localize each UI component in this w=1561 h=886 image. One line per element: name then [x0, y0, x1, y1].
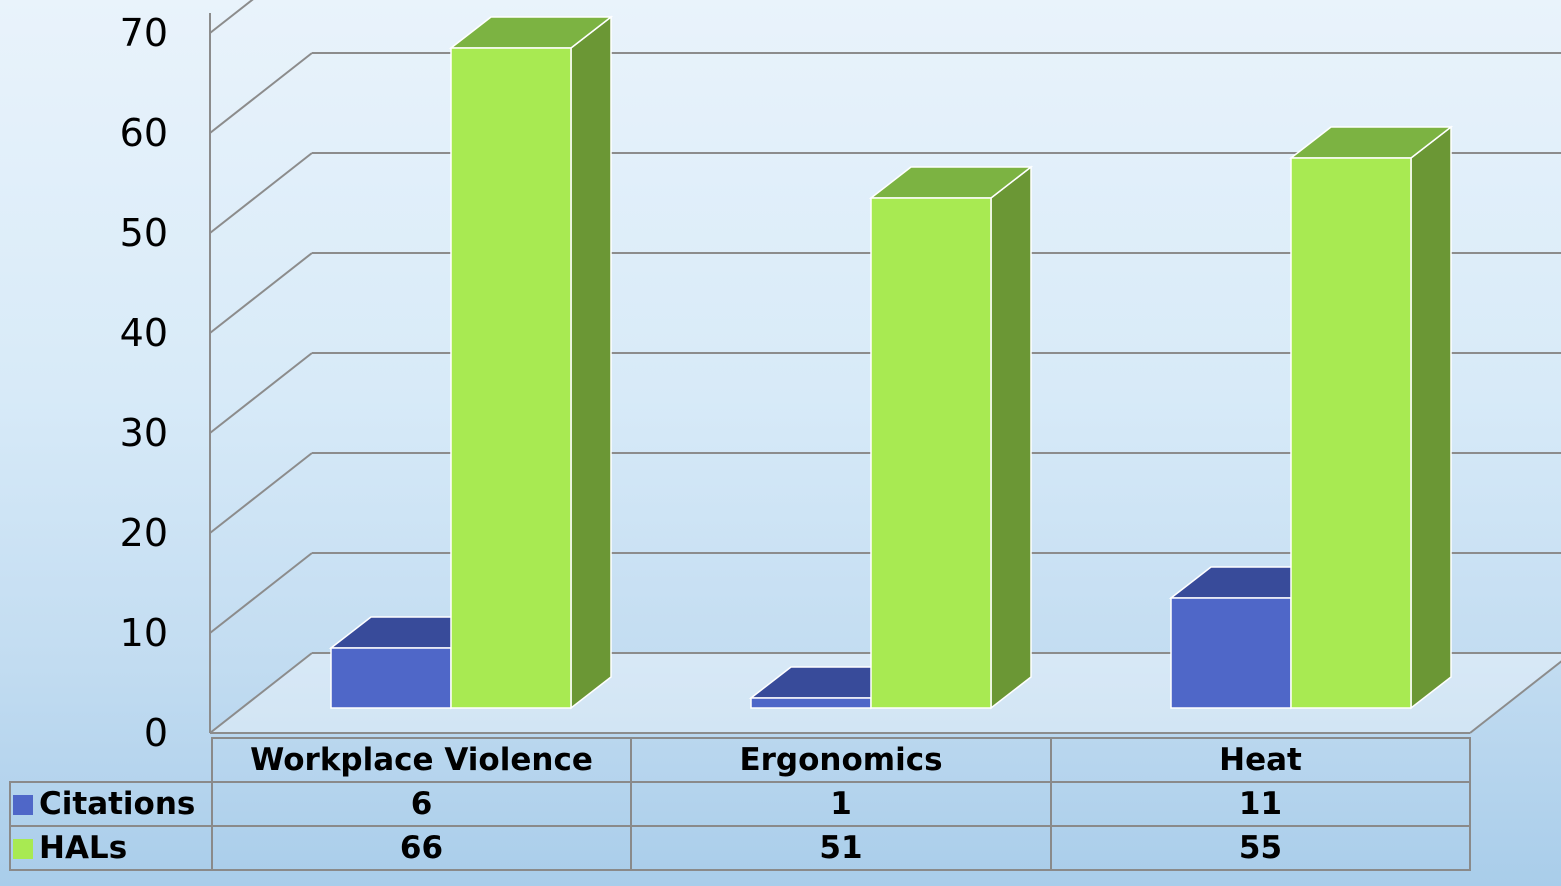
floor-right-edge: [1469, 660, 1561, 734]
table-cell: 1: [630, 781, 1052, 827]
bar-hals: [1290, 157, 1412, 709]
gridline-diagonal: [209, 352, 313, 434]
gridline-diagonal: [209, 52, 313, 134]
bar-side: [570, 15, 612, 710]
legend-swatch-citations: [13, 795, 33, 815]
y-tick-label: 30: [120, 411, 168, 455]
gridline-diagonal: [209, 152, 313, 234]
table-row: Citations 6 1 11: [9, 781, 1471, 827]
bar-side: [1410, 125, 1452, 710]
gridline-diagonal: [209, 652, 313, 734]
category-label: Ergonomics: [630, 737, 1052, 783]
table-cell: 11: [1050, 781, 1471, 827]
bar-hals: [870, 197, 992, 709]
series-name: Citations: [39, 786, 196, 822]
y-tick-label: 10: [120, 611, 168, 655]
gridline-diagonal: [209, 0, 254, 34]
bar-citations: [1170, 597, 1292, 709]
category-label: Workplace Violence: [211, 737, 632, 783]
table-cell: 55: [1050, 825, 1471, 871]
bar-side: [990, 165, 1032, 710]
y-tick-label: 70: [120, 11, 168, 55]
category-label: Heat: [1050, 737, 1471, 783]
bar-hals: [450, 47, 572, 709]
gridline-diagonal: [209, 452, 313, 534]
table-cell: 51: [630, 825, 1052, 871]
table-header-row: Workplace Violence Ergonomics Heat: [10, 737, 1471, 783]
gridline-diagonal: [209, 552, 313, 634]
table-corner: [10, 738, 213, 783]
y-tick-label: 40: [120, 311, 168, 355]
legend-swatch-hals: [13, 839, 33, 859]
table-row: HALs 66 51 55: [9, 825, 1471, 871]
table-cell: 66: [211, 825, 632, 871]
y-tick-label: 20: [120, 511, 168, 555]
table-cell: 6: [211, 781, 632, 827]
y-tick-label: 50: [120, 211, 168, 255]
bar-citations: [750, 697, 872, 709]
gridline-diagonal: [209, 252, 313, 334]
series-name: HALs: [39, 830, 128, 866]
data-table: Workplace Violence Ergonomics Heat Citat…: [9, 737, 1471, 871]
legend-entry-hals: HALs: [9, 825, 213, 871]
legend-entry-citations: Citations: [9, 781, 213, 827]
bar-citations: [330, 647, 452, 709]
y-tick-label: 60: [120, 111, 168, 155]
